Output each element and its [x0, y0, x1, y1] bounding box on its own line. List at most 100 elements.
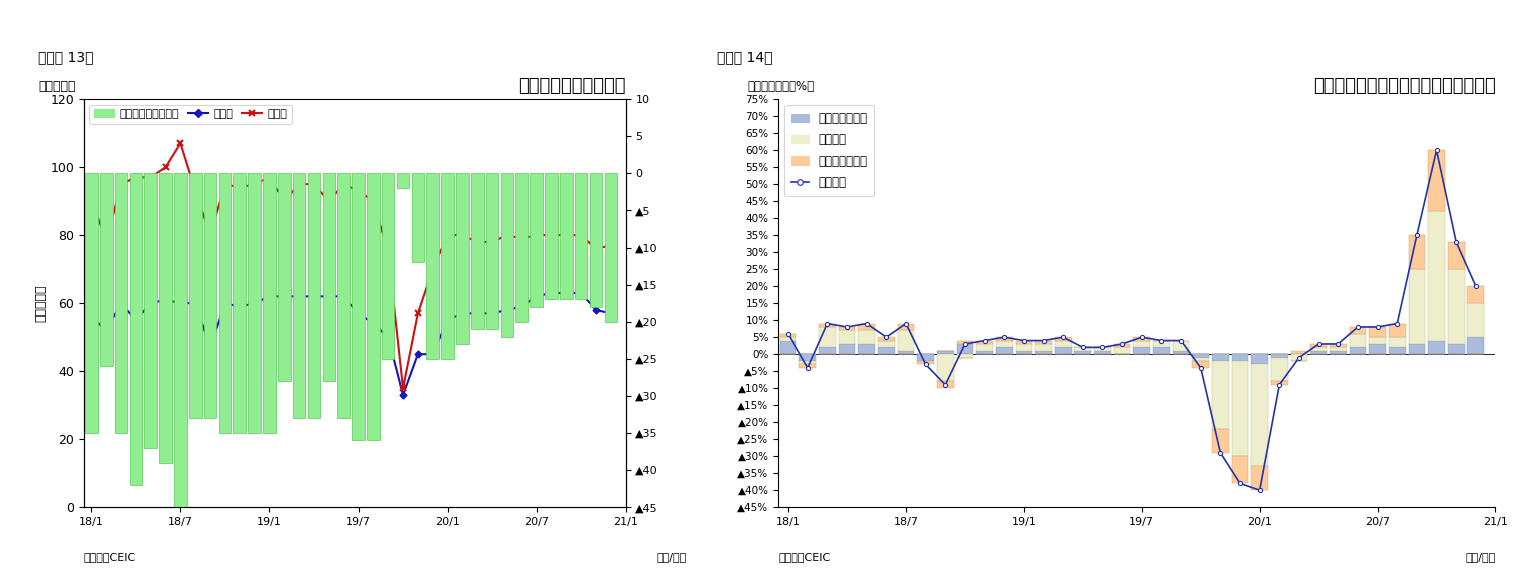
Bar [397, 173, 409, 188]
Bar [1015, 340, 1032, 344]
Bar [858, 324, 874, 331]
Text: （億ドル）: （億ドル） [38, 80, 76, 93]
Bar [1054, 337, 1071, 340]
Bar [1331, 351, 1346, 354]
Bar [780, 337, 797, 340]
Bar [1448, 242, 1465, 269]
Bar [204, 173, 217, 418]
Bar [897, 351, 914, 354]
Bar [1331, 344, 1346, 347]
Bar [545, 173, 559, 300]
Bar [1231, 361, 1248, 456]
Bar [780, 333, 797, 337]
Bar [957, 344, 974, 354]
Legend: 一次産品・燃料, 電子製品, その他製品など, 輸出合計: 一次産品・燃料, 電子製品, その他製品など, 輸出合計 [784, 105, 874, 196]
Bar [1448, 269, 1465, 344]
Bar [308, 173, 320, 418]
Bar [1172, 340, 1189, 351]
Bar [839, 344, 856, 354]
Bar [99, 173, 113, 366]
Text: （年/月）: （年/月） [1465, 552, 1495, 561]
Bar [1015, 351, 1032, 354]
Bar [382, 173, 395, 359]
Bar [501, 173, 513, 336]
Bar [1212, 354, 1228, 361]
Bar [1054, 347, 1071, 354]
Text: （図表 14）: （図表 14） [717, 50, 772, 64]
Bar [531, 173, 543, 307]
Text: （図表 13）: （図表 13） [38, 50, 93, 64]
Bar [839, 331, 856, 344]
Bar [819, 327, 836, 347]
Bar [977, 351, 993, 354]
Bar [1035, 340, 1051, 344]
Bar [1408, 344, 1425, 354]
Text: （資料）CEIC: （資料）CEIC [84, 552, 136, 561]
Bar [1369, 344, 1386, 354]
Bar [1114, 347, 1131, 354]
Text: （前年同期比、%）: （前年同期比、%） [748, 80, 815, 93]
Bar [189, 173, 201, 418]
Bar [1389, 324, 1405, 337]
Bar [589, 173, 603, 307]
Bar [1291, 354, 1308, 361]
Bar [1448, 344, 1465, 354]
Bar [957, 354, 974, 357]
Bar [1074, 351, 1091, 354]
Bar [1251, 364, 1268, 466]
Bar [937, 351, 954, 354]
Bar [1074, 347, 1091, 351]
Bar [1094, 347, 1111, 351]
Bar [1192, 354, 1209, 357]
Bar [604, 173, 617, 322]
Bar [322, 173, 336, 381]
Bar [1428, 150, 1445, 212]
Bar [1134, 340, 1151, 347]
Bar [1428, 340, 1445, 354]
Bar [1231, 354, 1248, 361]
Bar [1389, 347, 1405, 354]
Bar [877, 340, 894, 347]
Bar [1311, 347, 1328, 351]
Y-axis label: （億ドル）: （億ドル） [35, 285, 47, 322]
Text: （資料）CEIC: （資料）CEIC [778, 552, 830, 561]
Bar [575, 173, 588, 300]
Bar [1231, 456, 1248, 483]
Bar [897, 324, 914, 331]
Bar [456, 173, 468, 344]
Bar [1468, 337, 1485, 354]
Bar [877, 337, 894, 340]
Bar [1468, 303, 1485, 337]
Bar [1349, 327, 1366, 333]
Bar [114, 173, 127, 433]
Bar [278, 173, 290, 381]
Bar [1192, 361, 1209, 368]
Bar [159, 173, 172, 463]
Bar [426, 173, 439, 359]
Bar [937, 381, 954, 388]
Bar [996, 337, 1013, 340]
Bar [858, 344, 874, 354]
Bar [917, 361, 934, 364]
Bar [800, 354, 816, 361]
Bar [1468, 286, 1485, 303]
Bar [1094, 351, 1111, 354]
Bar [1054, 340, 1071, 347]
Text: フィリピン　輸出の伸び率（品目別）: フィリピン 輸出の伸び率（品目別） [1312, 77, 1495, 95]
Bar [977, 344, 993, 351]
Bar [957, 340, 974, 344]
Bar [368, 173, 380, 440]
Bar [1408, 269, 1425, 344]
Bar [1212, 429, 1228, 453]
Bar [1154, 340, 1170, 347]
Bar [877, 347, 894, 354]
Bar [996, 347, 1013, 354]
Bar [353, 173, 365, 440]
Text: （年/月）: （年/月） [656, 552, 687, 561]
Bar [780, 340, 797, 354]
Bar [1134, 347, 1151, 354]
Bar [130, 173, 142, 485]
Bar [1154, 347, 1170, 354]
Bar [485, 173, 499, 329]
Bar [1369, 337, 1386, 344]
